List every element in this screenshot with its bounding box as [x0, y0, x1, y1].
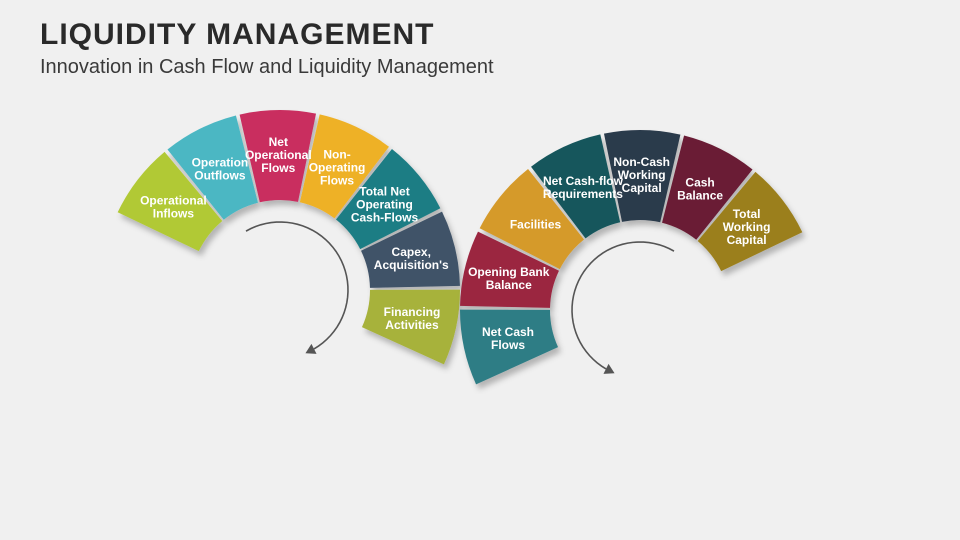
flow-arrow [246, 222, 348, 349]
ring-right-label: Non-CashWorkingCapital [613, 155, 670, 195]
ring-left-label: OperationOutflows [192, 156, 249, 183]
ring-left-label: Total NetOperatingCash-Flows [351, 185, 419, 225]
flow-arrow [572, 242, 674, 369]
spiral-flow-diagram: OperationalInflowsOperationOutflowsNetOp… [0, 0, 960, 540]
ring-right-label: Net Cash-flowRequirements [543, 174, 624, 201]
ring-right-label: Facilities [510, 218, 562, 232]
ring-left-label: FinancingActivities [384, 305, 441, 332]
